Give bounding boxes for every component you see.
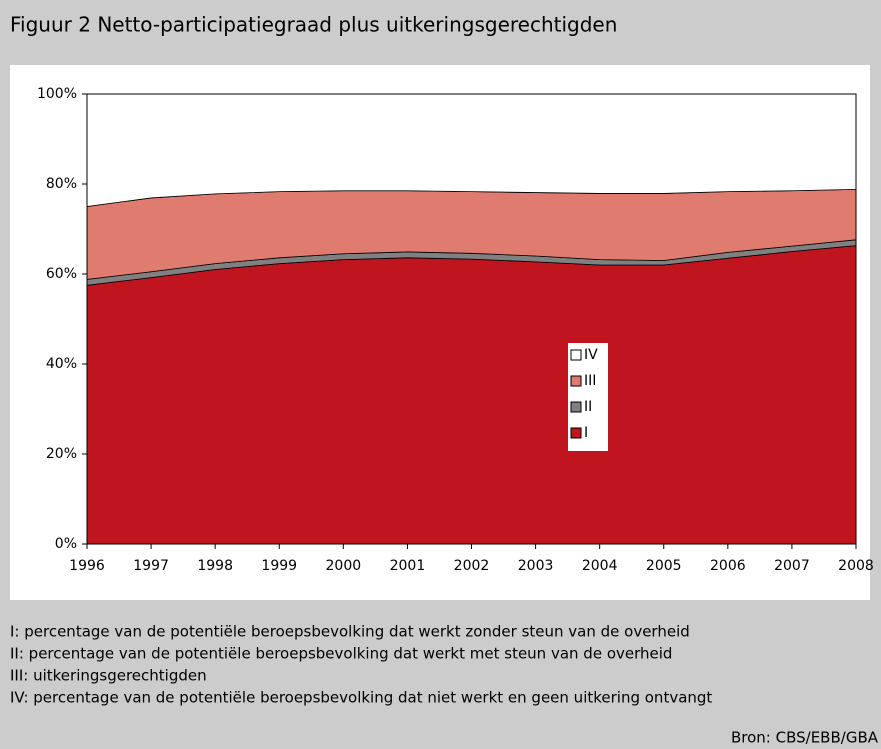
x-tick-label: 1996 <box>69 558 105 574</box>
x-tick-label: 1999 <box>261 558 297 574</box>
x-tick-label: 2002 <box>454 558 490 574</box>
x-tick-label: 2000 <box>326 558 362 574</box>
source: Bron: CBS/EBB/GBA <box>731 729 879 747</box>
chart-title: Figuur 2 Netto-participatiegraad plus ui… <box>10 13 617 37</box>
legend-swatch <box>570 401 582 413</box>
legend-label: III <box>584 373 596 389</box>
footnote: II: percentage van de potentiële beroeps… <box>10 645 672 663</box>
legend-swatch <box>570 375 582 387</box>
legend-swatch <box>570 427 582 439</box>
x-tick-label: 2005 <box>646 558 682 574</box>
area <box>86 93 857 207</box>
area <box>86 245 857 545</box>
legend-label: II <box>584 399 592 415</box>
x-tick-label: 2008 <box>838 558 874 574</box>
y-tick-label: 40% <box>46 356 77 372</box>
legend-swatch <box>570 349 582 361</box>
y-tick-label: 80% <box>46 176 77 192</box>
y-tick-label: 20% <box>46 446 77 462</box>
y-tick-label: 100% <box>37 86 77 102</box>
x-tick-label: 2001 <box>390 558 426 574</box>
y-tick-label: 0% <box>55 536 77 552</box>
footnote: IV: percentage van de potentiële beroeps… <box>10 689 712 707</box>
legend-label: I <box>584 425 588 441</box>
x-tick-label: 1998 <box>197 558 233 574</box>
x-tick-label: 2004 <box>582 558 618 574</box>
legend-label: IV <box>584 347 598 363</box>
x-tick-label: 2006 <box>710 558 746 574</box>
footnote: I: percentage van de potentiële beroepsb… <box>10 623 690 641</box>
y-tick-label: 60% <box>46 266 77 282</box>
x-tick-label: 2003 <box>518 558 554 574</box>
x-tick-label: 1997 <box>133 558 169 574</box>
footnote: III: uitkeringsgerechtigden <box>10 667 207 685</box>
x-tick-label: 2007 <box>774 558 810 574</box>
